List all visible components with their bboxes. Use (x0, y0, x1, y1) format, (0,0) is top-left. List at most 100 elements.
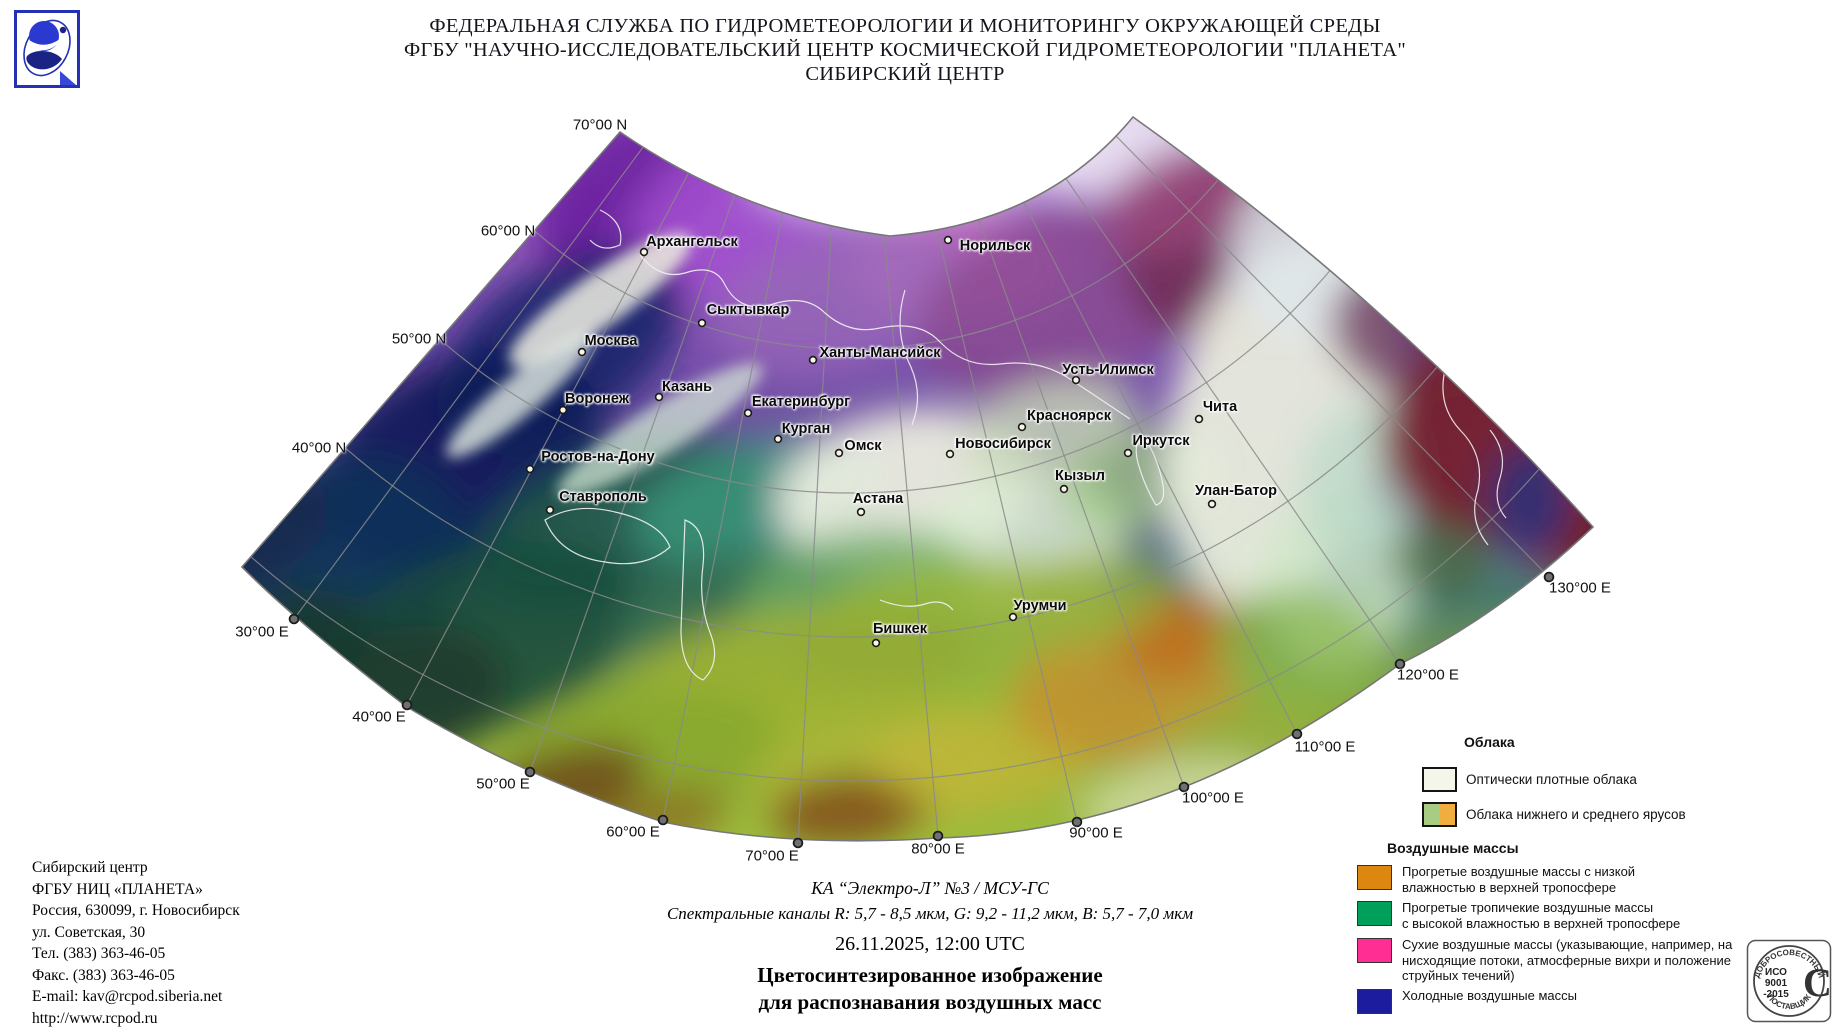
marker-dot (524, 766, 536, 778)
city-label: Иркутск (1132, 433, 1190, 449)
stamp-c-glyph: С (1803, 960, 1832, 1005)
city-label: Казань (661, 379, 713, 395)
air-mass-label-line: Прогретые тропичекие воздушные массы (1402, 900, 1654, 915)
graticule-label: 60°00 E (606, 823, 660, 841)
stamp-2015: -2015 (1763, 989, 1789, 1000)
air-mass-label-line: нисходящие потоки, атмосферные вихри и п… (1402, 952, 1731, 968)
header-line-1: ФЕДЕРАЛЬНАЯ СЛУЖБА ПО ГИДРОМЕТЕОРОЛОГИИ … (429, 15, 1381, 37)
dense-clouds-swatch (1422, 767, 1457, 792)
meridian-line (850, 117, 939, 837)
legend-label: Облака нижнего и среднего ярусов (1466, 807, 1686, 822)
clouds-legend-title: Облака (1464, 734, 1515, 750)
graticule-label: 80°00 E (911, 840, 965, 858)
air-mass-legend-row: Холодные воздушные массы (1357, 988, 1577, 1014)
marker-dot (654, 392, 664, 402)
contact-line: Факс. (383) 363-46-05 (32, 966, 175, 984)
contact-line: E-mail: kav@rcpod.siberia.net (32, 988, 223, 1005)
city-label: Омск (844, 438, 882, 454)
marker-dot (657, 814, 669, 826)
marker-dot (932, 830, 944, 842)
header-line-3: СИБИРСКИЙ ЦЕНТР (805, 63, 1005, 85)
stamp-iso: ИСО (1765, 967, 1787, 978)
air-mass-label: Прогретые воздушные массы с низкой влажно… (1402, 864, 1635, 895)
city-label: Норильск (959, 238, 1031, 254)
air-mass-label: Сухие воздушные массы (указывающие, напр… (1402, 937, 1732, 984)
air-mass-label: Холодные воздушные массы (1402, 988, 1577, 1004)
iso-stamp-icon: ДОБРОСОВЕСТНЫЙ ПОСТАВЩИК ИСО 9001 -2015 … (1746, 939, 1832, 1023)
marker-dot (1543, 571, 1555, 583)
meridian-line (293, 117, 852, 620)
cloud-swatch-color (1424, 804, 1440, 825)
cloud-swatch-color (1424, 769, 1455, 790)
marker-dot (697, 318, 707, 328)
marker-dot (577, 347, 587, 357)
satellite-name: КА “Электро-Л” №3 / МСУ-ГС (811, 878, 1049, 898)
city-label: Чита (1202, 399, 1238, 415)
graticule-label: 30°00 E (235, 623, 289, 641)
city-label: Ростов-на-Дону (541, 449, 655, 465)
graticule-label: 70°00 E (745, 847, 799, 865)
city-label: Красноярск (1027, 408, 1111, 424)
marker-dot (1071, 375, 1081, 385)
marker-dot (871, 638, 881, 648)
city-label: Москва (584, 333, 638, 349)
marker-dot (558, 405, 568, 415)
contact-line: http://www.rcpod.ru (32, 1009, 158, 1027)
product-title-line-2: для распознавания воздушных масс (758, 990, 1102, 1014)
header-line-2: ФГБУ "НАУЧНО-ИССЛЕДОВАТЕЛЬСКИЙ ЦЕНТР КОС… (403, 39, 1407, 61)
city-label: Ханты-Мансийск (819, 345, 941, 361)
graticule-label: 70°00 N (572, 116, 628, 134)
meridian-line (850, 117, 1078, 823)
legend-row-dense-clouds: Оптически плотные облака (1422, 767, 1637, 792)
air-mass-swatch (1357, 989, 1392, 1014)
planeta-logo (14, 10, 80, 88)
marker-dot (1059, 484, 1069, 494)
city-label: Улан-Батор (1194, 483, 1278, 499)
marker-dot (525, 464, 535, 474)
city-label: Архангельск (646, 234, 738, 250)
graticule-label: 120°00 E (1397, 666, 1459, 684)
marker-dot (834, 448, 844, 458)
meridian-line (850, 117, 1550, 578)
air-mass-label-line: влажностью в верхней тропосфере (1402, 879, 1617, 895)
air-mass-legend-row: Прогретые воздушные массы с низкой влажно… (1357, 864, 1635, 895)
graticule-label: 90°00 E (1069, 824, 1123, 842)
air-mass-swatch (1357, 938, 1392, 963)
city-label: Усть-Илимск (1062, 362, 1154, 378)
marker-dot (1008, 612, 1018, 622)
marker-dot (792, 837, 804, 849)
marker-dot (1194, 414, 1204, 424)
city-label: Сыктывкар (706, 302, 790, 318)
graticule-label: 60°00 N (480, 222, 536, 240)
header: ФЕДЕРАЛЬНАЯ СЛУЖБА ПО ГИДРОМЕТЕОРОЛОГИИ … (120, 14, 1690, 86)
air-mass-label-line: струйных течений) (1402, 968, 1515, 983)
map-boundary (240, 115, 1595, 842)
contact-line: Сибирский центр (32, 859, 148, 876)
city-label: Воронеж (565, 391, 629, 407)
contact-line: Тел. (383) 363-46-05 (32, 945, 166, 962)
graticule-label: 40°00 N (291, 439, 347, 457)
meridian-gridlines (293, 117, 1550, 841)
spectral-channels: Спектральные каналы R: 5,7 - 8,5 мкм, G:… (666, 904, 1194, 923)
city-label: Кызыл (1054, 468, 1106, 484)
city-label: Новосибирск (955, 436, 1051, 452)
marker-dot (773, 434, 783, 444)
cloud-swatch-color (1439, 804, 1455, 825)
marker-dot (808, 355, 818, 365)
contact-line: ФГБУ НИЦ «ПЛАНЕТА» (32, 880, 203, 898)
parallel-gridlines (242, 117, 1593, 782)
marker-dot (1123, 448, 1133, 458)
iso-9001-stamp: ДОБРОСОВЕСТНЫЙ ПОСТАВЩИК ИСО 9001 -2015 … (1746, 939, 1832, 1023)
graticule-label: 110°00 E (1294, 738, 1356, 756)
marker-dot (943, 235, 953, 245)
air-mass-legend-row: Прогретые тропичекие воздушные массы с вы… (1357, 900, 1680, 931)
graticule-label: 100°00 E (1182, 789, 1244, 807)
meridian-line (850, 117, 1401, 665)
graticule-dots (288, 571, 1555, 849)
marker-dot (1017, 422, 1027, 432)
marker-dot (545, 505, 555, 515)
stamp-9001: 9001 (1765, 978, 1788, 989)
marker-dot (1291, 728, 1303, 740)
